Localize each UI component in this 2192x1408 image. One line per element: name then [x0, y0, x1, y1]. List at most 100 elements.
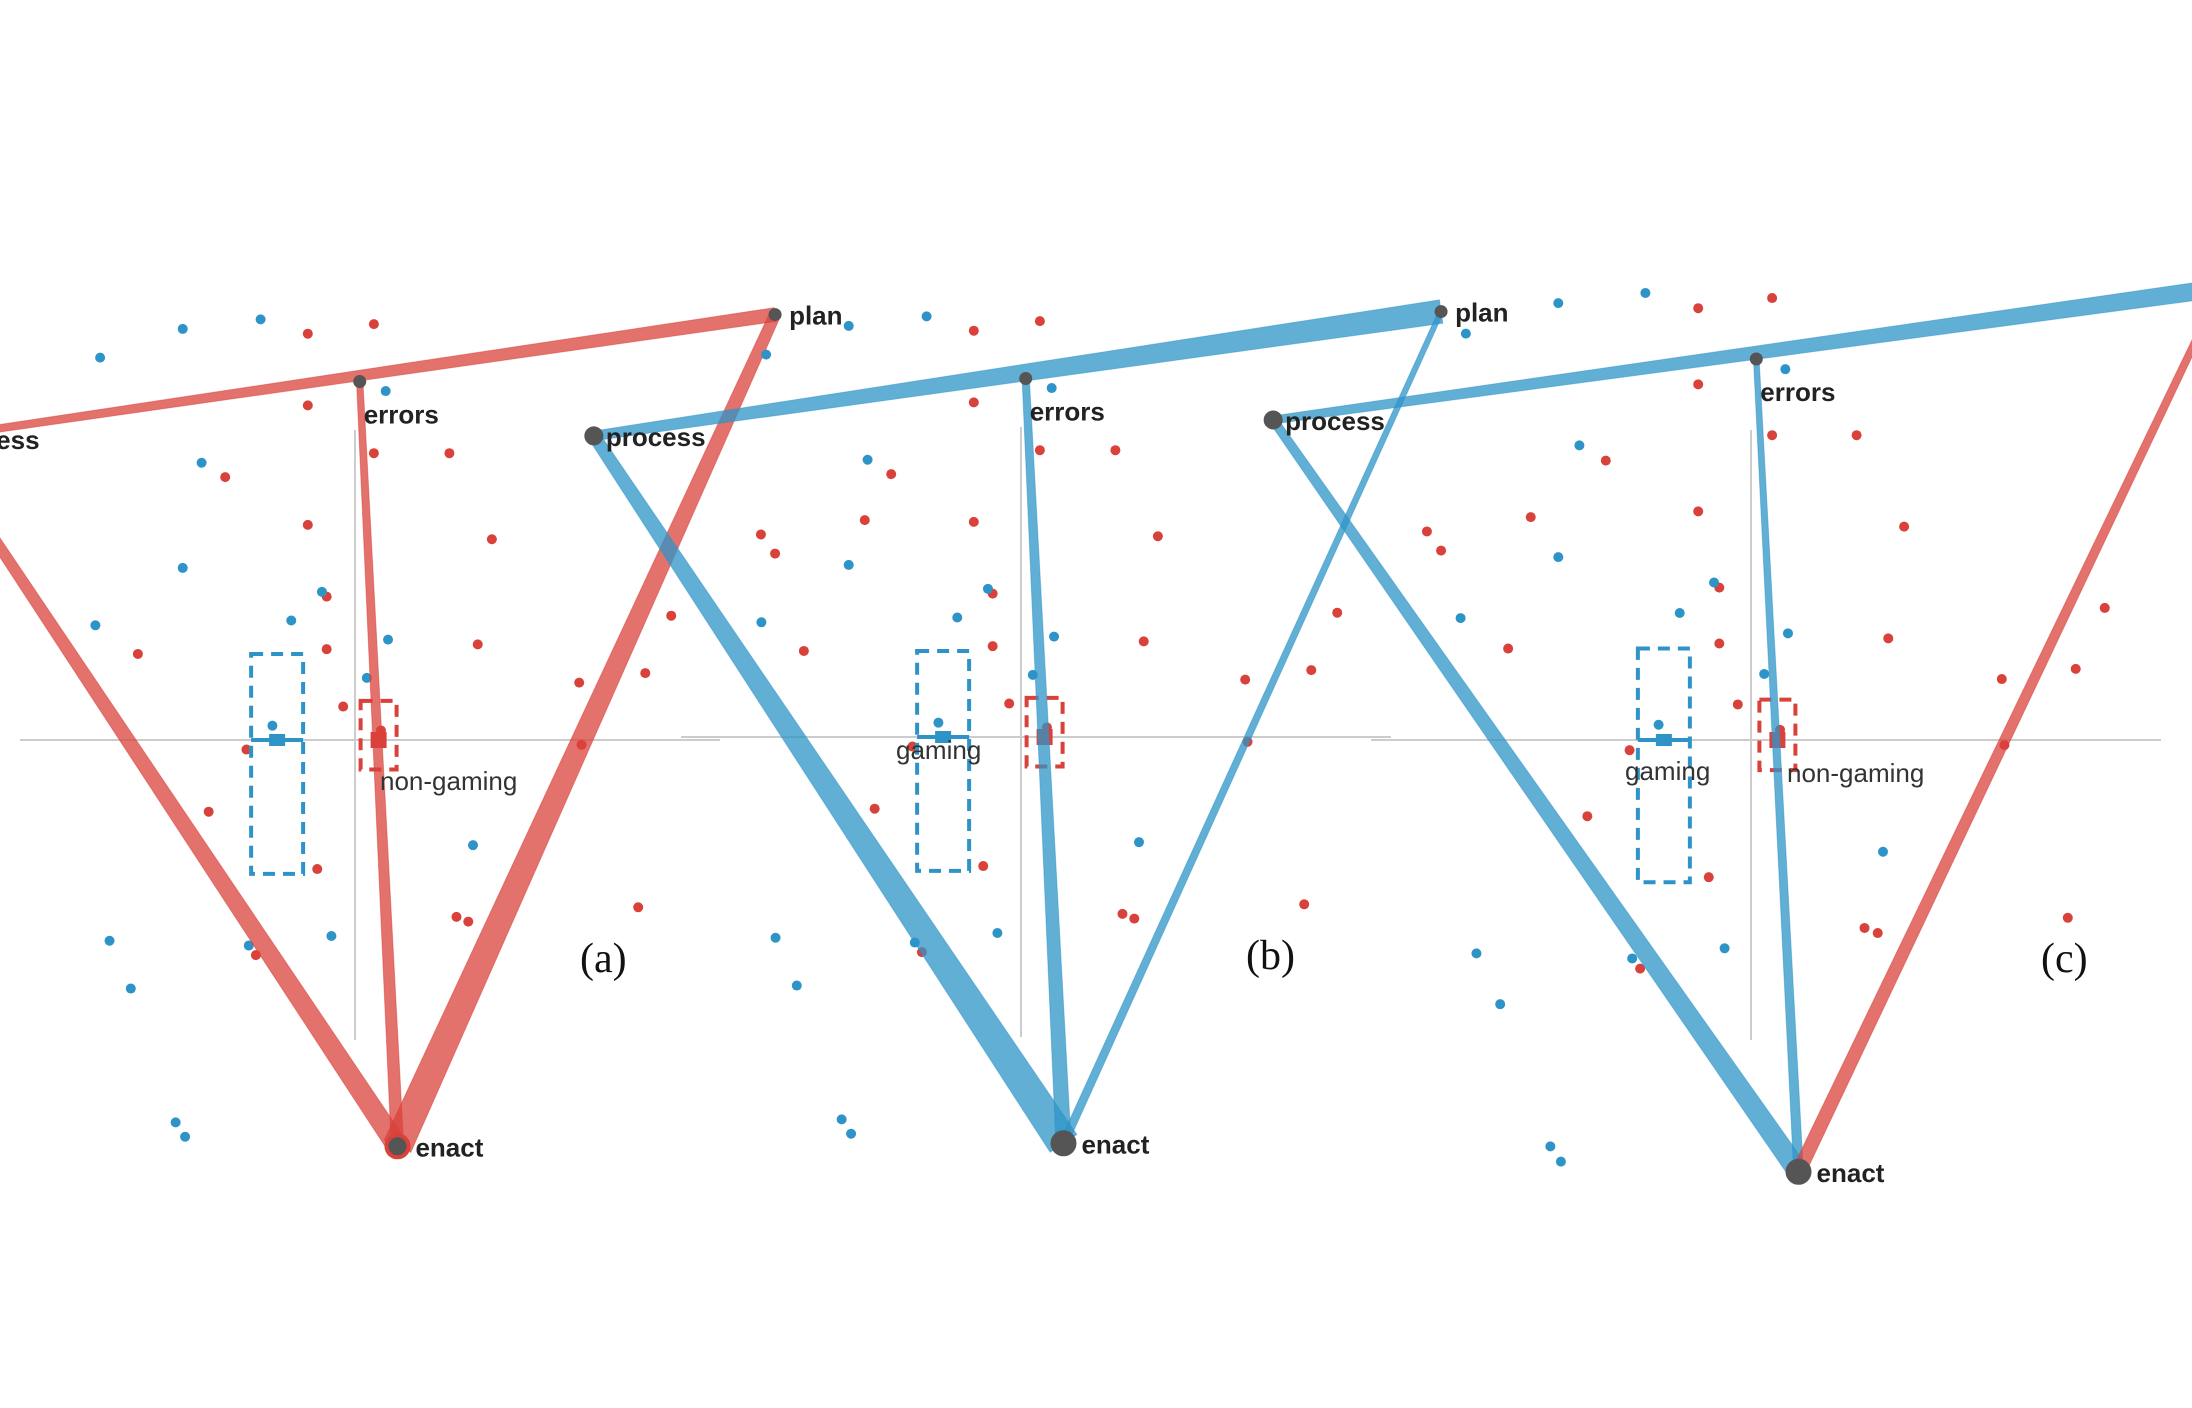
point-gaming — [933, 717, 944, 728]
point-non-gaming — [132, 648, 143, 659]
edge-plan-enact — [1059, 309, 1445, 1146]
point-non-gaming — [1693, 303, 1704, 314]
point-non-gaming — [1635, 963, 1646, 974]
point-non-gaming — [1693, 506, 1704, 517]
point-gaming — [843, 559, 854, 570]
point-non-gaming — [1883, 633, 1894, 644]
node-label-plan: plan — [1455, 298, 1508, 328]
point-gaming — [326, 930, 337, 941]
point-non-gaming — [1421, 526, 1432, 537]
point-non-gaming — [486, 534, 497, 545]
point-non-gaming — [1525, 512, 1536, 523]
point-non-gaming — [368, 319, 379, 330]
node-label-enact: enact — [1817, 1158, 1885, 1188]
point-non-gaming — [1034, 316, 1045, 327]
point-non-gaming — [987, 641, 998, 652]
point-non-gaming — [1703, 872, 1714, 883]
node-label-errors: errors — [364, 400, 439, 430]
point-non-gaming — [220, 472, 231, 483]
point-gaming — [862, 454, 873, 465]
point-gaming — [836, 1114, 847, 1125]
point-gaming — [1719, 943, 1730, 954]
point-gaming — [95, 352, 106, 363]
point-non-gaming — [1899, 521, 1910, 532]
point-non-gaming — [472, 639, 483, 650]
node-label-errors: errors — [1760, 377, 1835, 407]
box-gaming-center — [935, 731, 952, 743]
point-gaming — [1574, 440, 1585, 451]
point-non-gaming — [203, 806, 214, 817]
group-label-gaming: gaming — [1625, 756, 1710, 786]
box-gaming-center — [269, 734, 286, 746]
point-non-gaming — [978, 861, 989, 872]
point-gaming — [316, 586, 327, 597]
point-non-gaming — [1332, 607, 1343, 618]
panel-1: plan errors process enact non-gaming (a) — [0, 301, 870, 1162]
node-process — [1263, 410, 1283, 430]
point-non-gaming — [302, 328, 313, 339]
point-gaming — [1780, 364, 1791, 375]
node-enact — [384, 1133, 411, 1160]
point-non-gaming — [1996, 674, 2007, 685]
point-non-gaming — [463, 916, 474, 927]
edge-process-plan — [1272, 282, 2192, 425]
point-gaming — [468, 840, 478, 851]
point-gaming — [383, 634, 394, 645]
point-non-gaming — [2099, 602, 2110, 613]
point-gaming — [177, 562, 188, 573]
point-non-gaming — [2062, 912, 2073, 923]
point-non-gaming — [968, 325, 979, 336]
point-non-gaming — [338, 701, 349, 712]
point-non-gaming — [1306, 665, 1317, 676]
point-gaming — [761, 349, 772, 360]
point-gaming — [180, 1131, 191, 1142]
panel-2: plan errors process enact gaming (b) — [584, 298, 1536, 1159]
point-non-gaming — [869, 803, 880, 814]
point-non-gaming — [451, 911, 462, 922]
point-non-gaming — [640, 668, 651, 679]
point-non-gaming — [1624, 745, 1635, 756]
point-non-gaming — [770, 548, 781, 559]
node-label-errors: errors — [1030, 397, 1105, 427]
point-gaming — [992, 927, 1003, 938]
point-non-gaming — [1732, 699, 1743, 710]
point-gaming — [267, 720, 278, 731]
point-gaming — [921, 311, 932, 322]
point-non-gaming — [1693, 379, 1704, 390]
edge-plan-enact — [1791, 338, 2192, 1176]
edge-plan-enact — [383, 311, 781, 1153]
point-gaming — [1640, 287, 1651, 298]
point-non-gaming — [666, 610, 677, 621]
box-gaming — [915, 648, 972, 873]
point-gaming — [756, 617, 767, 628]
point-gaming — [380, 386, 391, 397]
point-non-gaming — [1240, 674, 1251, 685]
point-gaming — [1134, 837, 1144, 848]
point-gaming — [1709, 577, 1720, 588]
point-non-gaming — [2070, 663, 2081, 674]
point-gaming — [1782, 628, 1793, 639]
point-non-gaming — [859, 515, 870, 526]
node-label-process: process — [0, 425, 40, 455]
point-non-gaming — [368, 448, 379, 459]
group-label-non-gaming: non-gaming — [1787, 758, 1924, 788]
point-non-gaming — [302, 400, 313, 411]
edge-process-enact — [1268, 416, 1808, 1179]
box-gaming — [1635, 646, 1692, 885]
point-gaming — [196, 457, 207, 468]
panel-label: (c) — [2041, 936, 2088, 982]
point-non-gaming — [1004, 698, 1015, 709]
box-gaming — [249, 651, 306, 876]
point-non-gaming — [1714, 638, 1725, 649]
point-gaming — [1049, 631, 1060, 642]
point-non-gaming — [798, 645, 809, 656]
point-non-gaming — [1436, 545, 1447, 556]
point-gaming — [177, 323, 188, 334]
point-gaming — [104, 935, 115, 946]
point-non-gaming — [241, 744, 252, 755]
point-gaming — [770, 932, 781, 943]
point-gaming — [1455, 613, 1466, 624]
point-non-gaming — [1582, 811, 1593, 822]
group-label-gaming: gaming — [896, 735, 981, 765]
